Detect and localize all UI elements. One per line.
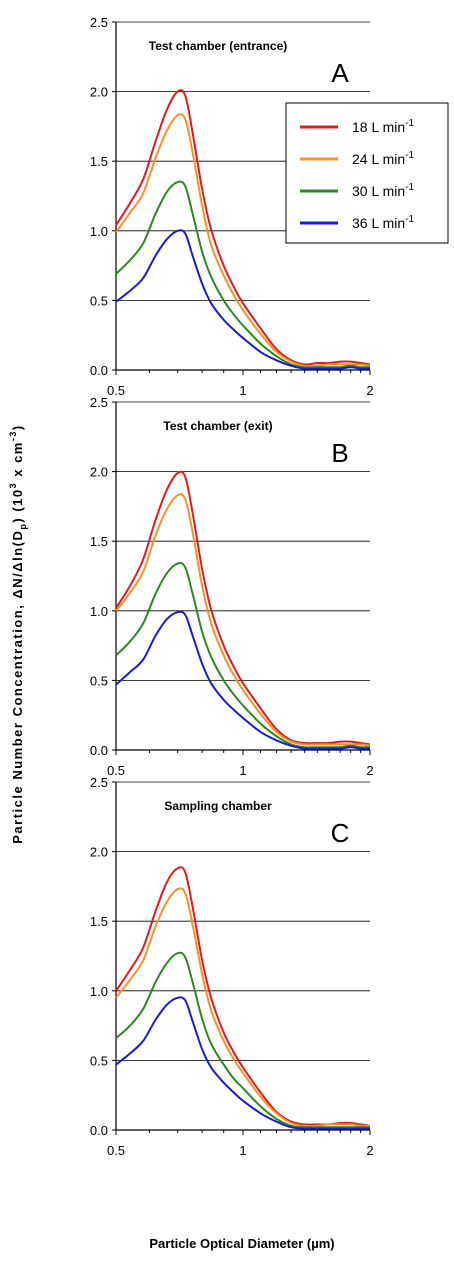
- legend-label: 18 L min-1: [352, 118, 415, 135]
- panel-title: Sampling chamber: [164, 799, 272, 813]
- series-line-30: [115, 951, 370, 1129]
- x-tick-label: 0.5: [107, 763, 125, 778]
- legend: 18 L min-124 L min-130 L min-136 L min-1: [285, 102, 449, 244]
- y-tick-label: 2.5: [90, 15, 108, 30]
- y-axis-title-suffix-b: x cm: [10, 441, 25, 482]
- x-tick-label: 2: [366, 383, 373, 398]
- x-tick-label: 1: [239, 1143, 246, 1158]
- series-line-36: [115, 229, 371, 370]
- y-tick-label: 0.0: [90, 743, 108, 758]
- legend-label-unit: L min: [368, 119, 406, 135]
- legend-label-flow: 18: [352, 119, 368, 135]
- y-tick-label: 2.5: [90, 775, 108, 790]
- y-tick-label: 2.5: [90, 395, 108, 410]
- series-line-36: [115, 996, 370, 1130]
- series-line-24: [115, 887, 371, 1128]
- series-line-18: [115, 89, 371, 366]
- y-axis-title-sub: p: [18, 523, 28, 530]
- series-line-24: [115, 113, 371, 368]
- legend-label-unit: L min: [368, 151, 406, 167]
- panel-letter: C: [331, 818, 350, 848]
- y-tick-label: 1.5: [90, 534, 108, 549]
- y-tick-label: 2.0: [90, 465, 108, 480]
- panel-title: Test chamber (exit): [163, 419, 272, 433]
- legend-label-sup: -1: [405, 214, 414, 225]
- y-axis-title-prefix: Particle Number Concentration,: [10, 599, 25, 844]
- legend-label-sup: -1: [405, 182, 414, 193]
- series-line-18: [115, 470, 371, 746]
- legend-label: 24 L min-1: [352, 150, 415, 167]
- series-line-30: [115, 562, 371, 749]
- legend-label-flow: 36: [352, 215, 368, 231]
- x-axis-title: Particle Optical Diameter (µm): [149, 1236, 334, 1251]
- y-axis-title-sup1: 3: [8, 482, 18, 489]
- x-tick-label: 0.5: [107, 383, 125, 398]
- x-tick-label: 2: [366, 1143, 373, 1158]
- y-tick-label: 1.5: [90, 914, 108, 929]
- y-axis-title-suffix-a: ) (10: [10, 488, 25, 522]
- legend-label-unit: L min: [368, 183, 406, 199]
- chart-panel-a: 0.0 0.5 1.0 1.5 2.0 2.5 0.5 1 2 Test chamber (ent…: [90, 15, 374, 398]
- x-tick-label: 1: [239, 383, 246, 398]
- panel-letter: A: [331, 58, 349, 88]
- series-line-36: [115, 610, 371, 750]
- y-tick-label: 0.5: [90, 673, 108, 688]
- y-tick-label: 1.0: [90, 984, 108, 999]
- y-axis-title-sup2: -3: [8, 430, 18, 441]
- y-tick-label: 0.0: [90, 1123, 108, 1138]
- y-tick-label: 1.0: [90, 604, 108, 619]
- series-line-30: [115, 180, 371, 369]
- y-axis-title: Particle Number Concentration, ΔN/Δln(Dp…: [8, 424, 28, 843]
- y-tick-label: 1.0: [90, 224, 108, 239]
- chart-panel-c: 0.0 0.5 1.0 1.5 2.0 2.5 0.5 1 2 Sampling chamber C: [90, 775, 374, 1158]
- legend-label: 30 L min-1: [352, 182, 415, 199]
- legend-label-unit: L min: [368, 215, 406, 231]
- legend-label-flow: 24: [352, 151, 368, 167]
- legend-label-flow: 30: [352, 183, 368, 199]
- y-tick-label: 0.5: [90, 293, 108, 308]
- y-tick-label: 0.5: [90, 1053, 108, 1068]
- legend-label-sup: -1: [405, 150, 414, 161]
- legend-label: 36 L min-1: [352, 214, 415, 231]
- x-tick-label: 1: [239, 763, 246, 778]
- x-tick-label: 2: [366, 763, 373, 778]
- y-tick-label: 0.0: [90, 363, 108, 378]
- y-tick-label: 1.5: [90, 154, 108, 169]
- chart-panel-b: 0.0 0.5 1.0 1.5 2.0 2.5 0.5 1 2 Test chamber (exi…: [90, 395, 374, 778]
- series-line-24: [115, 493, 371, 747]
- legend-entries: 18 L min-124 L min-130 L min-136 L min-1: [300, 118, 415, 231]
- y-axis-title-suffix-c: ): [10, 424, 25, 430]
- x-tick-label: 0.5: [107, 1143, 125, 1158]
- panel-title: Test chamber (entrance): [149, 39, 288, 53]
- y-axis-title-formula: ΔN/Δln(D: [10, 530, 25, 599]
- y-tick-label: 2.0: [90, 845, 108, 860]
- panel-letter: B: [331, 438, 348, 468]
- legend-label-sup: -1: [405, 118, 414, 129]
- y-tick-label: 2.0: [90, 85, 108, 100]
